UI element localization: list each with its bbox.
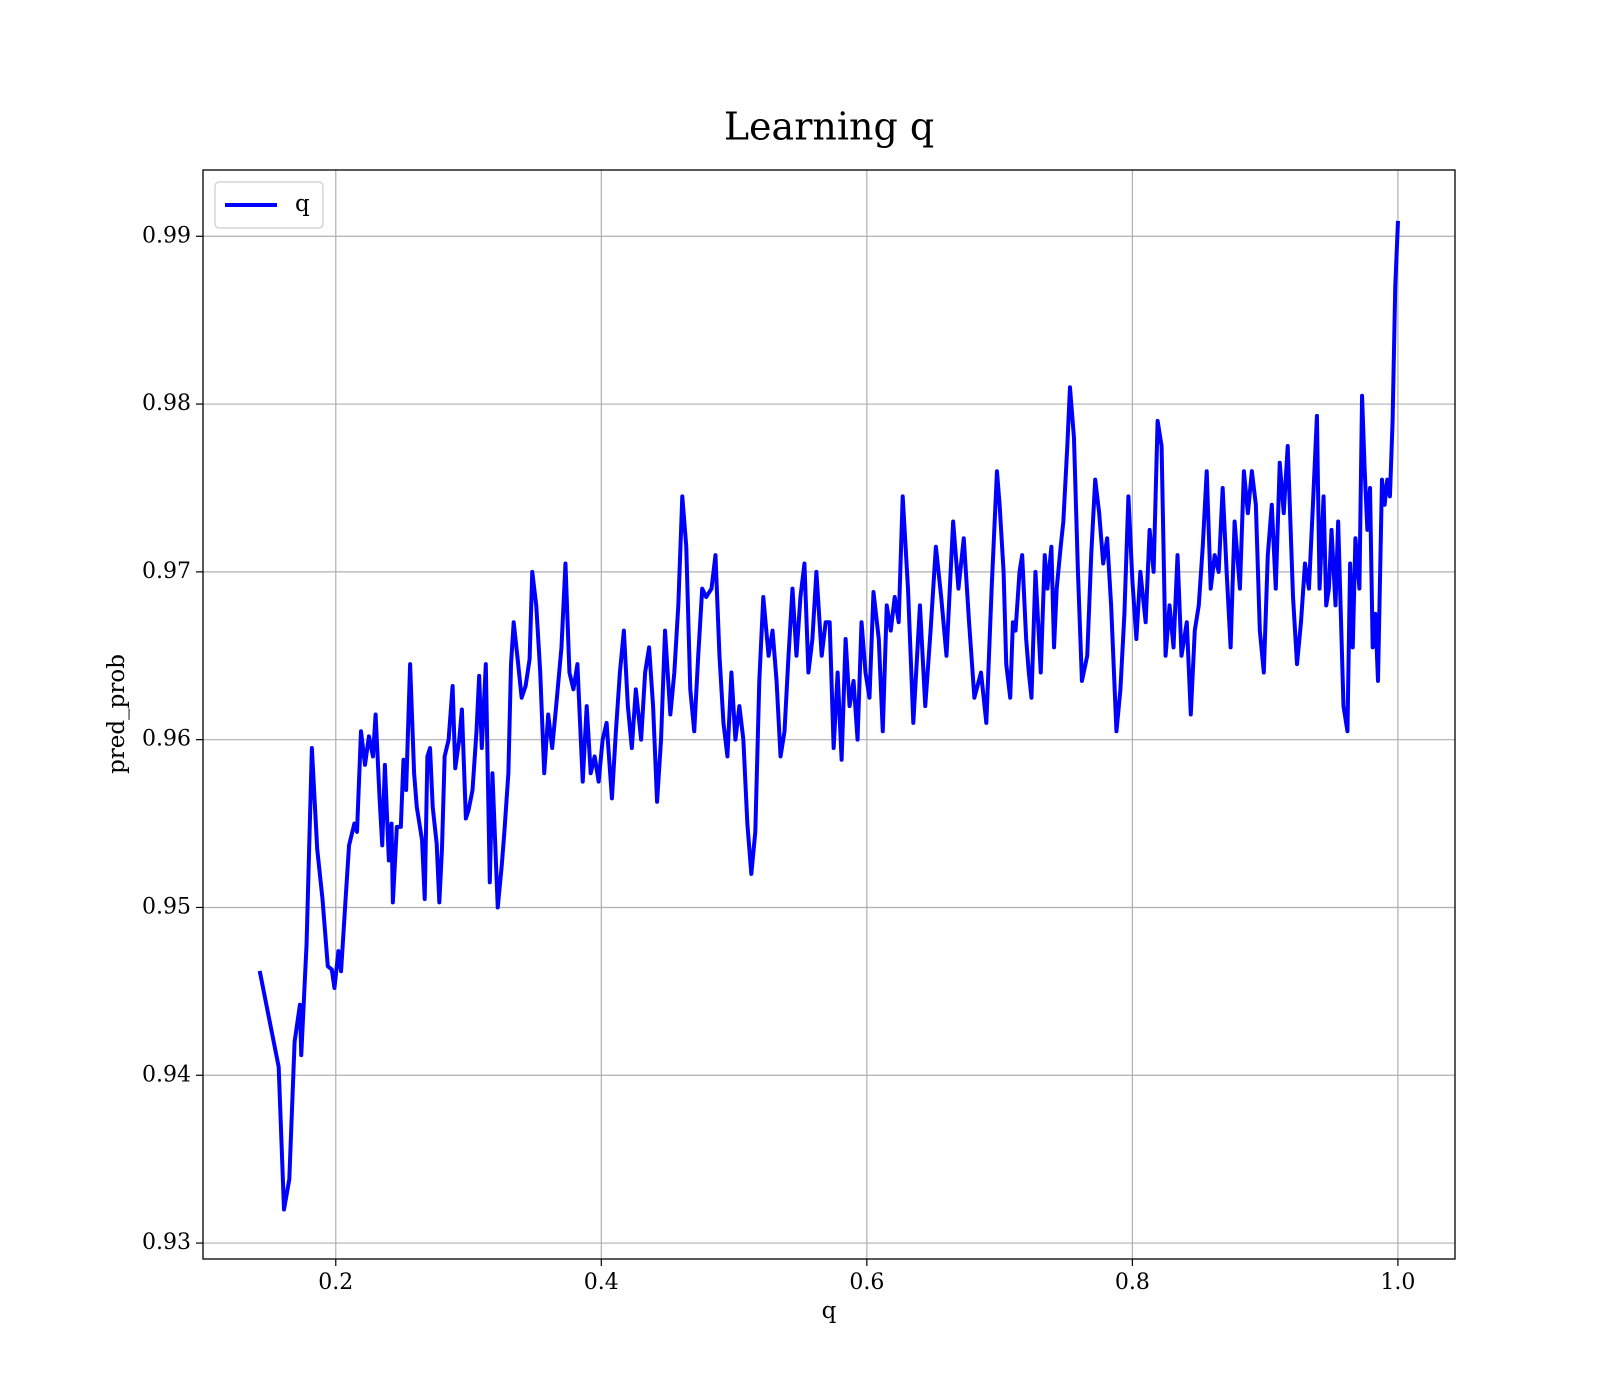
x-tick-label: 0.8 bbox=[1115, 1270, 1150, 1295]
y-tick-label: 0.98 bbox=[142, 391, 191, 416]
legend: q bbox=[214, 181, 324, 229]
x-tick-label: 0.6 bbox=[849, 1270, 884, 1295]
y-tick-label: 0.94 bbox=[142, 1062, 191, 1087]
y-axis-label: pred_prob bbox=[104, 654, 130, 774]
plot-frame bbox=[202, 169, 1456, 1260]
x-tick-label: 0.4 bbox=[584, 1270, 619, 1295]
y-tick-label: 0.99 bbox=[142, 223, 191, 248]
x-tick-label: 0.2 bbox=[318, 1270, 353, 1295]
data-line bbox=[257, 220, 1400, 1212]
legend-label: q bbox=[295, 191, 310, 217]
y-tick-label: 0.93 bbox=[142, 1230, 191, 1255]
y-tick-label: 0.97 bbox=[142, 559, 191, 584]
chart-title: Learning q bbox=[724, 105, 934, 149]
x-axis-label: q bbox=[822, 1298, 837, 1324]
y-tick-label: 0.95 bbox=[142, 894, 191, 919]
x-tick-label: 1.0 bbox=[1380, 1270, 1415, 1295]
y-tick-label: 0.96 bbox=[142, 727, 191, 752]
